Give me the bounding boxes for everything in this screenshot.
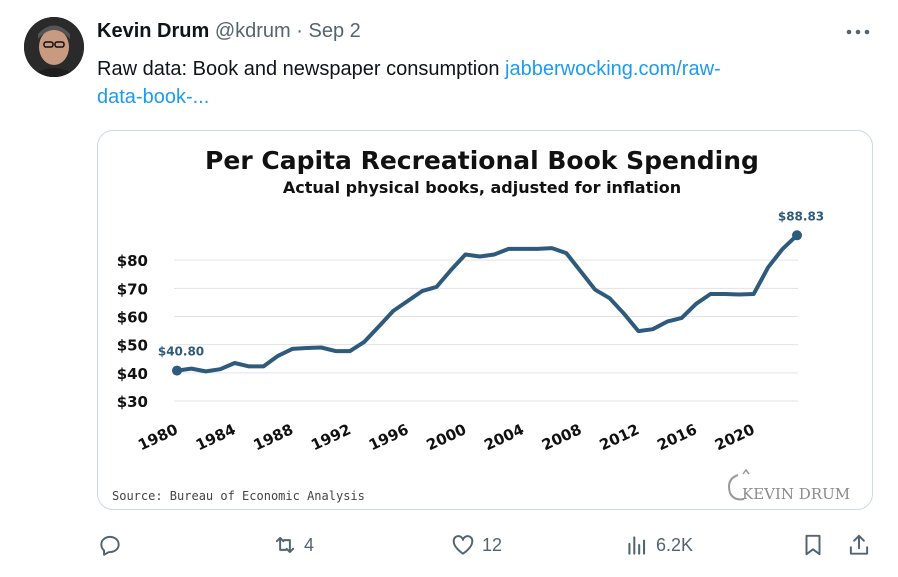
- tweet-text: Raw data: Book and newspaper consumption…: [97, 55, 857, 111]
- x-tick-label: 2020: [712, 420, 757, 454]
- chart-title: Per Capita Recreational Book Spending: [205, 146, 759, 175]
- retweet-icon: [275, 536, 295, 554]
- tweet-body: Raw data: Book and newspaper consumption: [97, 58, 506, 80]
- like-button[interactable]: 12: [450, 528, 502, 562]
- chart-subtitle: Actual physical books, adjusted for infl…: [283, 178, 681, 197]
- y-tick-label: $70: [117, 280, 148, 298]
- annotation-point: [792, 230, 802, 241]
- series-line: [175, 233, 799, 374]
- brand-logo: KEVIN DRUM: [728, 468, 850, 503]
- annotation-point: [172, 365, 182, 376]
- tweet-header: Kevin Drum @kdrum · Sep 2: [97, 20, 361, 43]
- header-separator: ·: [296, 20, 303, 42]
- brand-text: KEVIN DRUM: [742, 485, 850, 503]
- link-card[interactable]: Per Capita Recreational Book Spending Ac…: [97, 130, 873, 510]
- more-horizontal-icon[interactable]: [844, 22, 872, 42]
- bookmark-icon: [805, 534, 821, 556]
- x-tick-label: 1992: [308, 420, 353, 454]
- tweet-link-line1[interactable]: jabberwocking.com/raw-: [505, 58, 721, 80]
- heart-icon: [452, 535, 474, 555]
- x-tick-label: 2008: [539, 420, 584, 454]
- y-tick-label: $80: [117, 252, 148, 270]
- x-tick-label: 1988: [251, 420, 296, 454]
- like-count: 12: [482, 534, 503, 555]
- annotation-label: $40.80: [158, 345, 204, 359]
- views-button[interactable]: 6.2K: [624, 528, 693, 562]
- retweet-count: 4: [304, 534, 315, 555]
- action-bar: 4 12 6.2K: [0, 528, 898, 562]
- reply-icon: [100, 535, 120, 556]
- views-count: 6.2K: [656, 534, 694, 555]
- x-tick-label: 1980: [135, 420, 180, 454]
- x-tick-label: 2016: [654, 420, 699, 454]
- author-handle[interactable]: @kdrum: [214, 20, 291, 42]
- x-tick-label: 1984: [193, 420, 238, 454]
- tweet-date[interactable]: Sep 2: [308, 20, 361, 42]
- x-tick-label: 1996: [366, 420, 411, 454]
- y-tick-label: $40: [117, 365, 148, 383]
- y-tick-label: $50: [117, 337, 148, 355]
- y-tick-label: $60: [117, 309, 148, 327]
- author-name[interactable]: Kevin Drum: [97, 20, 210, 42]
- bookmark-button[interactable]: [800, 528, 826, 562]
- chart-image: Per Capita Recreational Book Spending Ac…: [112, 146, 850, 503]
- avatar[interactable]: [24, 17, 84, 77]
- y-tick-label: $30: [117, 393, 148, 411]
- reply-button[interactable]: [97, 528, 129, 562]
- share-icon: [849, 534, 869, 555]
- analytics-icon: [628, 536, 646, 555]
- avatar-photo: [24, 17, 84, 77]
- tweet-link-line2[interactable]: data-book-...: [97, 86, 210, 108]
- chart-source: Source: Bureau of Economic Analysis: [112, 489, 365, 503]
- x-tick-label: 2000: [424, 420, 469, 454]
- x-tick-label: 2012: [597, 420, 642, 454]
- share-button[interactable]: [846, 528, 872, 562]
- x-tick-label: 2004: [481, 420, 526, 454]
- annotation-label: $88.83: [778, 209, 824, 223]
- retweet-button[interactable]: 4: [272, 528, 314, 562]
